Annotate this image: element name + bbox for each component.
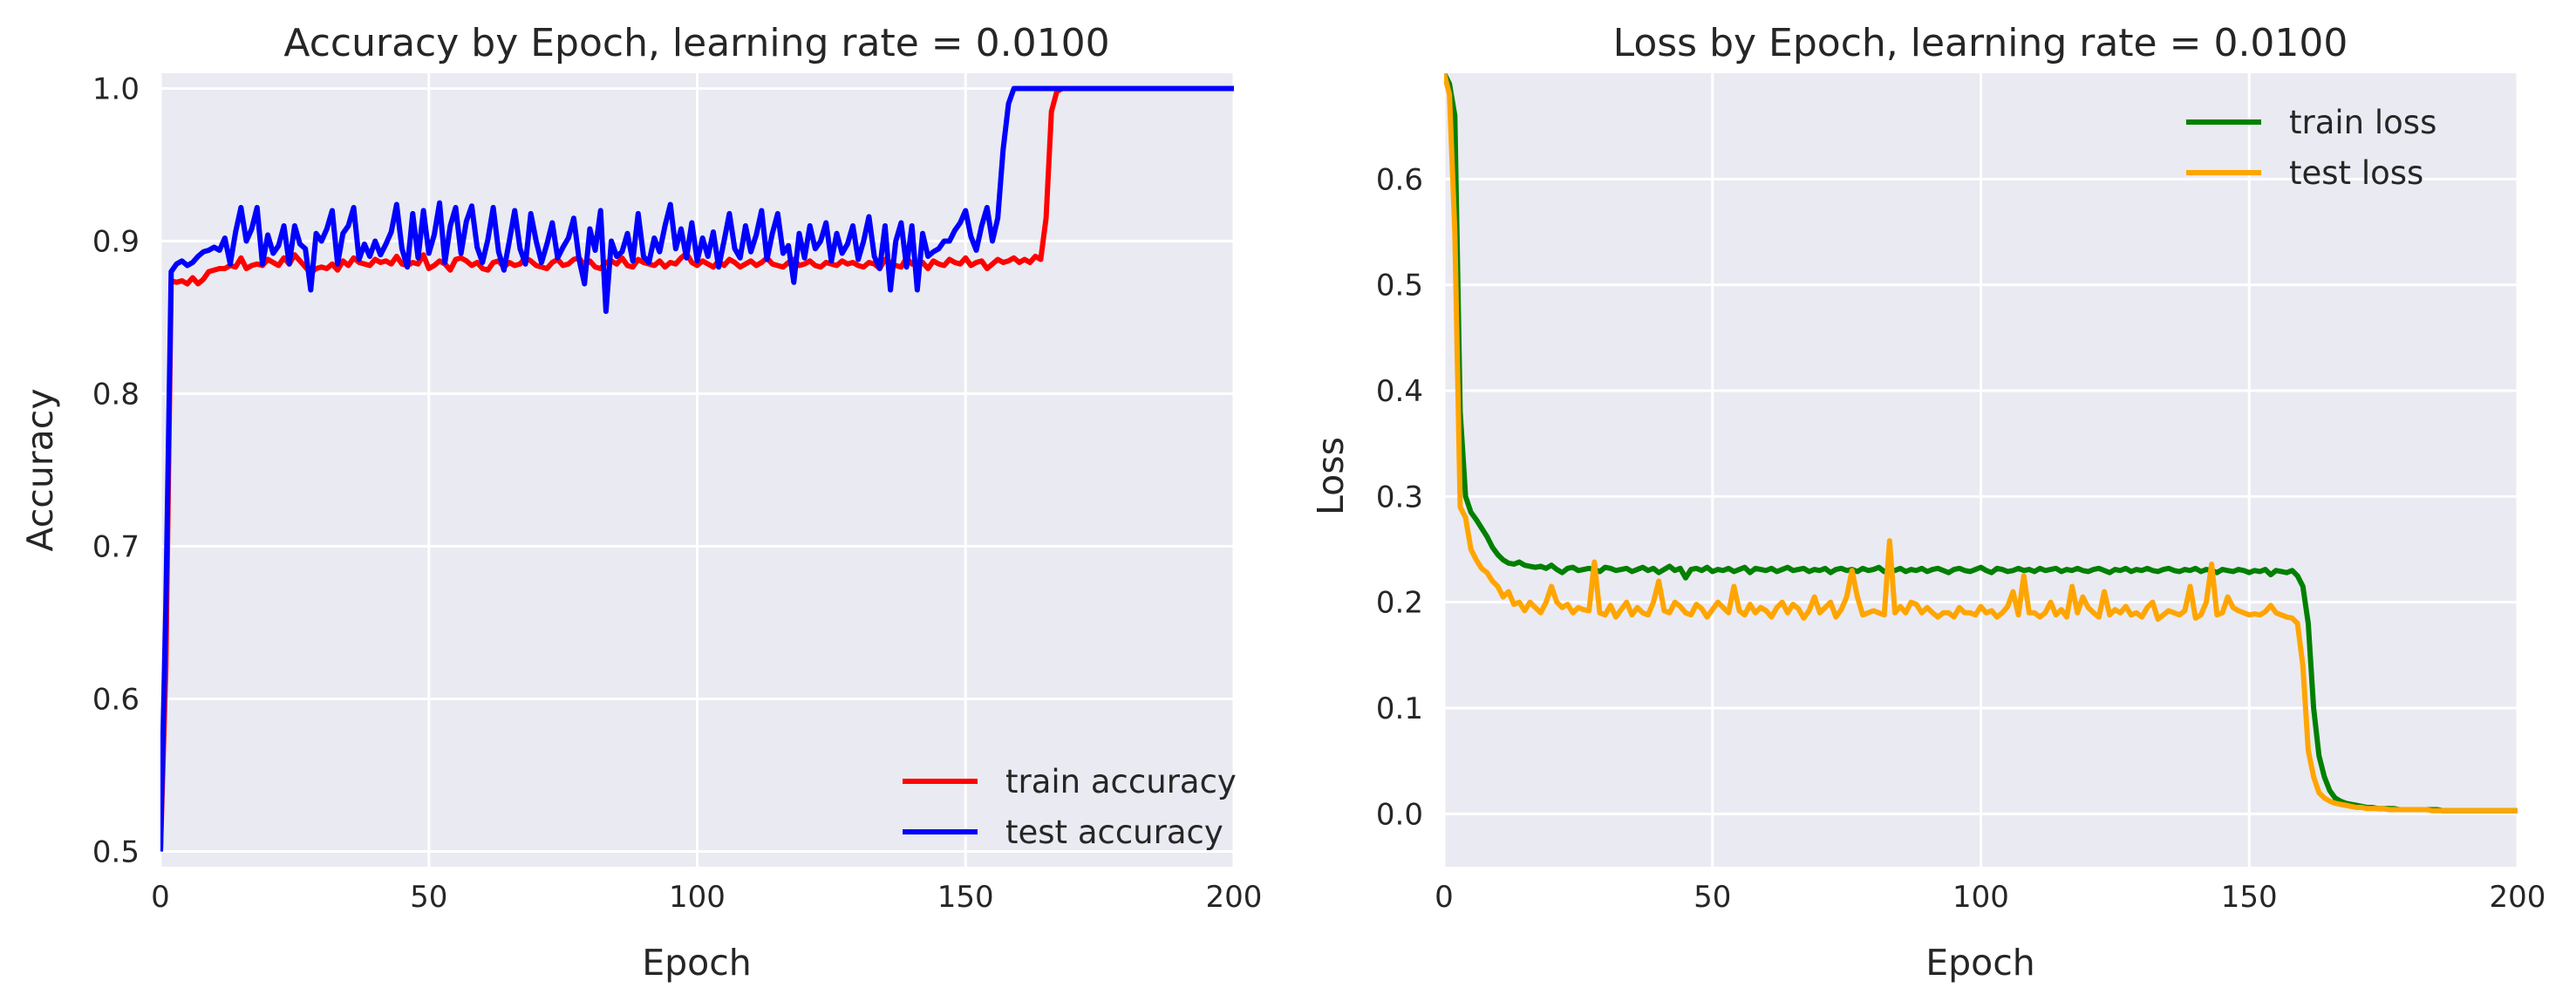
loss-chart-title: Loss by Epoch, learning rate = 0.0100: [1613, 21, 2348, 65]
loss-y-tick-label: 0.6: [1376, 162, 1423, 197]
loss-legend: train loss test loss: [2186, 104, 2436, 192]
accuracy-y-tick-label: 0.6: [92, 683, 140, 718]
loss-x-tick-label: 150: [2221, 880, 2278, 915]
accuracy-chart: 0 50 100 150 200 0.5 0.6 0.7 0.8 0.9 1.0 Accuracy …: [19, 21, 1263, 984]
loss-ticks: 0 50 100 150 200 0.0 0.1 0.2 0.3 0.4 0.5 0.6: [1376, 162, 2546, 915]
loss-x-tick-label: 100: [1952, 880, 2009, 915]
accuracy-y-tick-label: 0.9: [92, 225, 140, 260]
accuracy-y-axis-label: Accuracy: [19, 388, 61, 551]
accuracy-chart-title: Accuracy by Epoch, learning rate = 0.010…: [283, 21, 1109, 65]
loss-y-tick-label: 0.0: [1376, 797, 1423, 832]
accuracy-x-tick-label: 100: [669, 880, 726, 915]
test-accuracy-legend-label: test accuracy: [1005, 814, 1223, 851]
loss-x-tick-label: 50: [1693, 880, 1731, 915]
accuracy-series: [160, 85, 1234, 852]
loss-chart: 0 50 100 150 200 0.0 0.1 0.2 0.3 0.4 0.5 0.6 Loss b…: [1310, 21, 2546, 984]
accuracy-x-tick-label: 150: [937, 880, 994, 915]
accuracy-y-tick-label: 0.5: [92, 835, 140, 870]
loss-series: [1444, 73, 2518, 814]
accuracy-ticks: 0 50 100 150 200 0.5 0.6 0.7 0.8 0.9 1.0: [92, 72, 1263, 916]
accuracy-y-tick-label: 0.7: [92, 530, 140, 565]
loss-x-tick-label: 200: [2490, 880, 2546, 915]
test-accuracy-line: [160, 85, 1234, 852]
loss-y-axis-label: Loss: [1310, 437, 1352, 515]
accuracy-legend: train accuracy test accuracy: [903, 763, 1237, 851]
accuracy-x-tick-label: 200: [1206, 880, 1263, 915]
accuracy-x-axis-label: Epoch: [642, 942, 752, 984]
loss-y-tick-label: 0.4: [1376, 374, 1423, 409]
train-accuracy-legend-label: train accuracy: [1005, 763, 1237, 800]
accuracy-x-tick-label: 0: [151, 880, 170, 915]
loss-x-axis-label: Epoch: [1925, 942, 2035, 984]
train-loss-legend-label: train loss: [2289, 104, 2436, 141]
test-loss-legend-label: test loss: [2289, 154, 2423, 192]
loss-x-tick-label: 0: [1435, 880, 1454, 915]
test-loss-line: [1444, 73, 2518, 814]
loss-grid: [1442, 73, 2519, 867]
accuracy-x-tick-label: 50: [410, 880, 447, 915]
loss-y-tick-label: 0.5: [1376, 269, 1423, 303]
loss-y-tick-label: 0.1: [1376, 691, 1423, 726]
accuracy-y-tick-label: 1.0: [92, 72, 140, 107]
accuracy-y-tick-label: 0.8: [92, 378, 140, 412]
loss-y-tick-label: 0.2: [1376, 586, 1423, 621]
loss-y-tick-label: 0.3: [1376, 480, 1423, 514]
